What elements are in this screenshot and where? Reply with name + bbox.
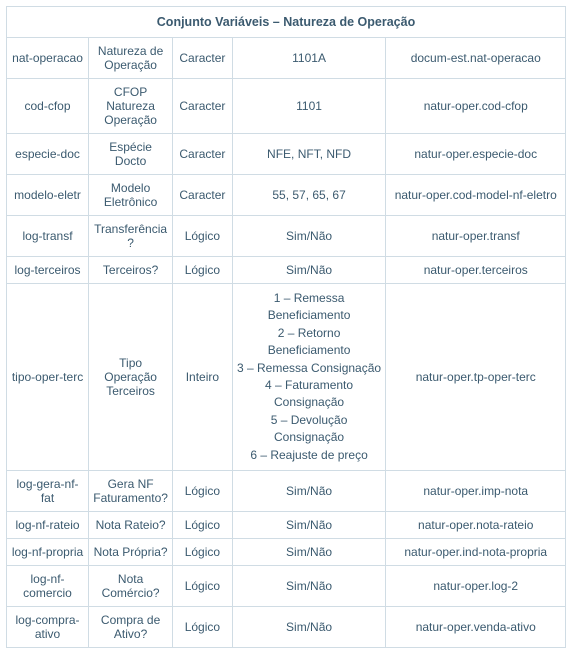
cell-c1: log-nf-propria bbox=[7, 538, 89, 565]
cell-c2: Transferência? bbox=[89, 216, 173, 257]
cell-c3: Lógico bbox=[173, 470, 232, 511]
cell-c2: Tipo Operação Terceiros bbox=[89, 284, 173, 471]
cell-c2: Natureza de Operação bbox=[89, 38, 173, 79]
cell-c2: Terceiros? bbox=[89, 257, 173, 284]
table-row: modelo-eletrModelo EletrônicoCaracter55,… bbox=[7, 175, 566, 216]
cell-c4: Sim/Não bbox=[232, 216, 386, 257]
cell-c5: natur-oper.terceiros bbox=[386, 257, 566, 284]
cell-c5: natur-oper.especie-doc bbox=[386, 134, 566, 175]
cell-c4: 1 – Remessa Beneficiamento 2 – Retorno B… bbox=[232, 284, 386, 471]
cell-c2: Gera NF Faturamento? bbox=[89, 470, 173, 511]
cell-c3: Lógico bbox=[173, 216, 232, 257]
cell-c3: Caracter bbox=[173, 134, 232, 175]
cell-c4: NFE, NFT, NFD bbox=[232, 134, 386, 175]
cell-c2: Nota Própria? bbox=[89, 538, 173, 565]
cell-c3: Lógico bbox=[173, 511, 232, 538]
table-row: log-nf-comercioNota Comércio?LógicoSim/N… bbox=[7, 565, 566, 606]
cell-c5: natur-oper.tp-oper-terc bbox=[386, 284, 566, 471]
table-row: nat-operacaoNatureza de OperaçãoCaracter… bbox=[7, 38, 566, 79]
table-row: log-nf-propriaNota Própria?LógicoSim/Não… bbox=[7, 538, 566, 565]
cell-c4: Sim/Não bbox=[232, 511, 386, 538]
cell-c2: Nota Comércio? bbox=[89, 565, 173, 606]
cell-c5: natur-oper.cod-cfop bbox=[386, 79, 566, 134]
cell-c4: 55, 57, 65, 67 bbox=[232, 175, 386, 216]
table-row: tipo-oper-tercTipo Operação TerceirosInt… bbox=[7, 284, 566, 471]
cell-c3: Lógico bbox=[173, 257, 232, 284]
cell-c5: natur-oper.imp-nota bbox=[386, 470, 566, 511]
table-row: log-gera-nf-fatGera NF Faturamento?Lógic… bbox=[7, 470, 566, 511]
cell-c2: Modelo Eletrônico bbox=[89, 175, 173, 216]
cell-c4: 1101A bbox=[232, 38, 386, 79]
table-title: Conjunto Variáveis – Natureza de Operaçã… bbox=[7, 7, 566, 38]
cell-c5: natur-oper.ind-nota-propria bbox=[386, 538, 566, 565]
cell-c3: Lógico bbox=[173, 538, 232, 565]
cell-c1: log-nf-rateio bbox=[7, 511, 89, 538]
cell-c3: Lógico bbox=[173, 565, 232, 606]
table-row: log-terceirosTerceiros?LógicoSim/Nãonatu… bbox=[7, 257, 566, 284]
cell-c4: Sim/Não bbox=[232, 538, 386, 565]
table-row: log-transfTransferência?LógicoSim/Nãonat… bbox=[7, 216, 566, 257]
cell-c2: CFOP Natureza Operação bbox=[89, 79, 173, 134]
cell-c3: Caracter bbox=[173, 79, 232, 134]
table-body: nat-operacaoNatureza de OperaçãoCaracter… bbox=[7, 38, 566, 648]
cell-c1: nat-operacao bbox=[7, 38, 89, 79]
cell-c4: Sim/Não bbox=[232, 565, 386, 606]
cell-c5: docum-est.nat-operacao bbox=[386, 38, 566, 79]
cell-c1: log-gera-nf-fat bbox=[7, 470, 89, 511]
cell-c1: especie-doc bbox=[7, 134, 89, 175]
cell-c3: Inteiro bbox=[173, 284, 232, 471]
cell-c5: natur-oper.transf bbox=[386, 216, 566, 257]
cell-c1: log-transf bbox=[7, 216, 89, 257]
cell-c2: Nota Rateio? bbox=[89, 511, 173, 538]
cell-c5: natur-oper.nota-rateio bbox=[386, 511, 566, 538]
cell-c3: Caracter bbox=[173, 38, 232, 79]
cell-c1: cod-cfop bbox=[7, 79, 89, 134]
table-row: especie-docEspécie DoctoCaracterNFE, NFT… bbox=[7, 134, 566, 175]
cell-c4: 1101 bbox=[232, 79, 386, 134]
cell-c5: natur-oper.cod-model-nf-eletro bbox=[386, 175, 566, 216]
cell-c3: Caracter bbox=[173, 175, 232, 216]
table-row: cod-cfopCFOP Natureza OperaçãoCaracter11… bbox=[7, 79, 566, 134]
table-row: log-nf-rateioNota Rateio?LógicoSim/Nãona… bbox=[7, 511, 566, 538]
cell-c1: log-nf-comercio bbox=[7, 565, 89, 606]
cell-c1: tipo-oper-terc bbox=[7, 284, 89, 471]
cell-c1: modelo-eletr bbox=[7, 175, 89, 216]
cell-c5: natur-oper.log-2 bbox=[386, 565, 566, 606]
cell-c2: Espécie Docto bbox=[89, 134, 173, 175]
cell-c4: Sim/Não bbox=[232, 470, 386, 511]
variables-table: Conjunto Variáveis – Natureza de Operaçã… bbox=[6, 6, 566, 648]
cell-c1: log-terceiros bbox=[7, 257, 89, 284]
cell-c4: Sim/Não bbox=[232, 257, 386, 284]
